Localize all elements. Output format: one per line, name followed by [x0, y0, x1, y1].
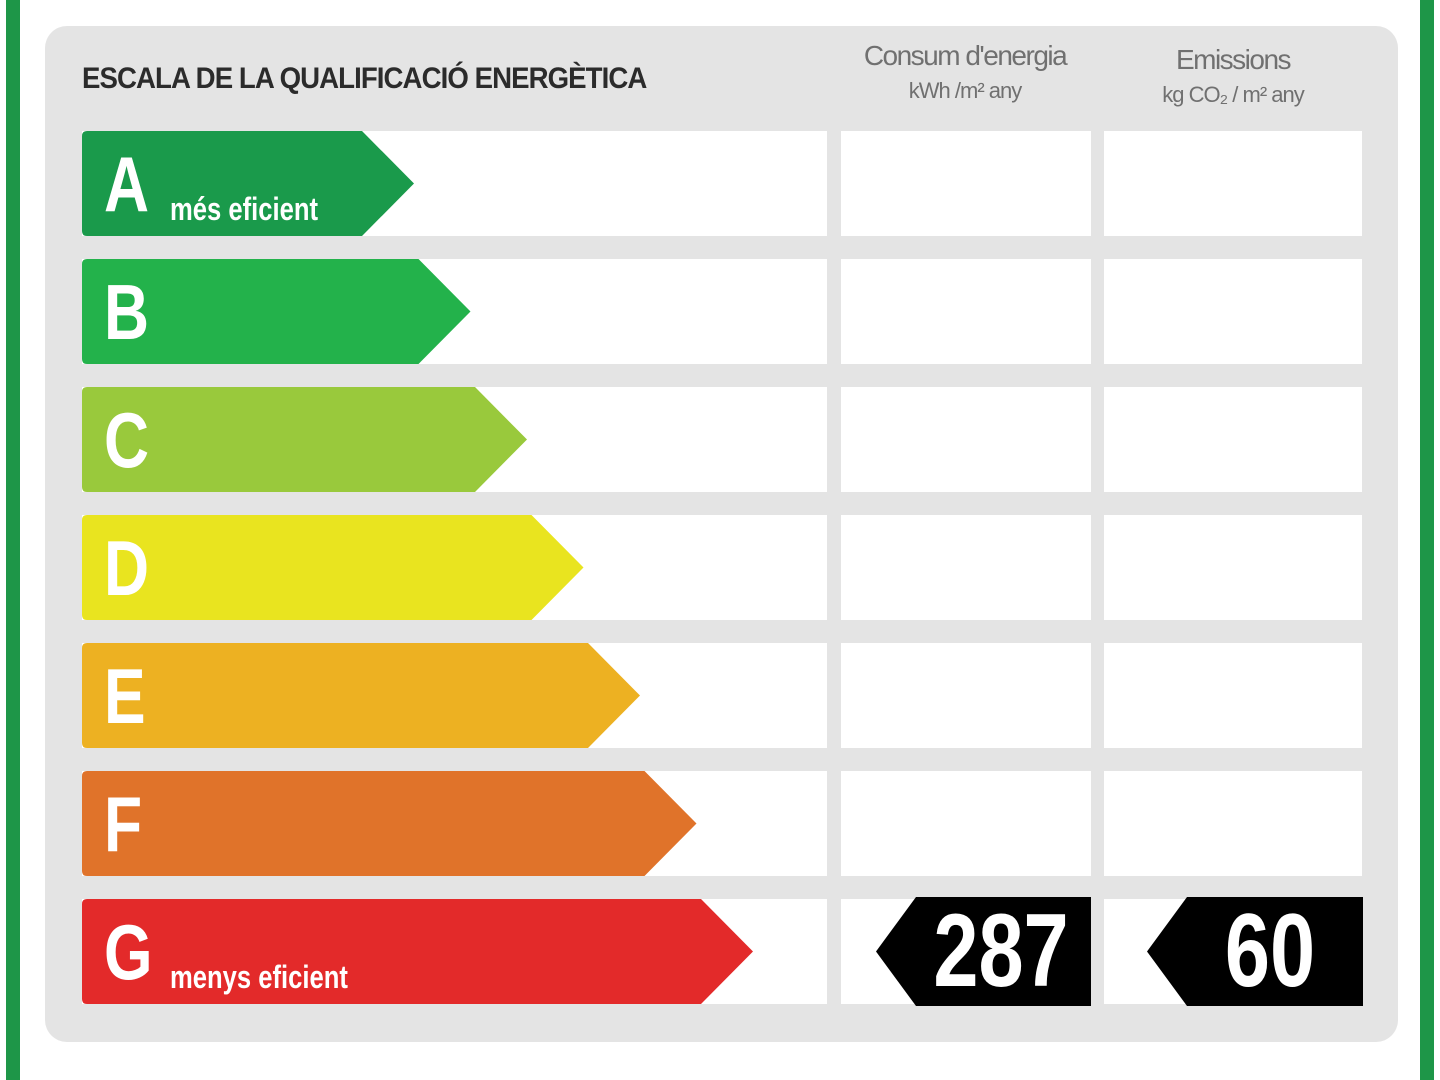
consumption-unit: kWh /m² any — [908, 78, 1022, 103]
emissions-cell-a — [1104, 131, 1362, 236]
class-letter-a: A — [104, 140, 150, 228]
emissions-column-header: Emissions kg CO₂ / m² any — [1104, 44, 1362, 108]
consumption-cell-c — [841, 387, 1091, 492]
frame-left-border — [6, 0, 20, 1080]
class-letter-c: C — [104, 396, 150, 484]
class-letter-b: B — [104, 268, 150, 356]
class-letter-g: G — [104, 908, 153, 996]
emissions-cell-f — [1104, 771, 1362, 876]
consumption-cell-e — [841, 643, 1091, 748]
emissions-cell-c — [1104, 387, 1362, 492]
emissions-cell-d — [1104, 515, 1362, 620]
consumption-value: 287 — [933, 893, 1069, 1009]
energy-bar-g — [82, 899, 753, 1004]
energy-bar-b — [82, 259, 471, 364]
consumption-cell-b — [841, 259, 1091, 364]
energy-bar-d — [82, 515, 584, 620]
energy-bar-e — [82, 643, 640, 748]
consumption-indicator — [876, 897, 1091, 1006]
class-label-a: més eficient — [170, 191, 318, 227]
emissions-cell-e — [1104, 643, 1362, 748]
consumption-cell-d — [841, 515, 1091, 620]
class-letter-f: F — [104, 780, 143, 868]
energy-bar-f — [82, 771, 697, 876]
emissions-indicator — [1147, 897, 1363, 1006]
class-letter-d: D — [104, 524, 150, 612]
class-letter-e: E — [104, 652, 146, 740]
consumption-label: Consum d'energia — [863, 40, 1068, 71]
consumption-cell-f — [841, 771, 1091, 876]
energy-bar-c — [82, 387, 527, 492]
emissions-cell-b — [1104, 259, 1362, 364]
scale-title: ESCALA DE LA QUALIFICACIÓ ENERGÈTICA — [82, 62, 647, 95]
frame-right-border — [1420, 0, 1434, 1080]
emissions-label: Emissions — [1175, 44, 1292, 75]
consumption-cell-a — [841, 131, 1091, 236]
class-label-g: menys eficient — [170, 959, 348, 995]
emissions-unit: kg CO₂ / m² any — [1162, 82, 1304, 107]
emissions-value: 60 — [1224, 893, 1316, 1009]
energy-bar-a — [82, 131, 414, 236]
consumption-column-header: Consum d'energia kWh /m² any — [840, 40, 1090, 104]
